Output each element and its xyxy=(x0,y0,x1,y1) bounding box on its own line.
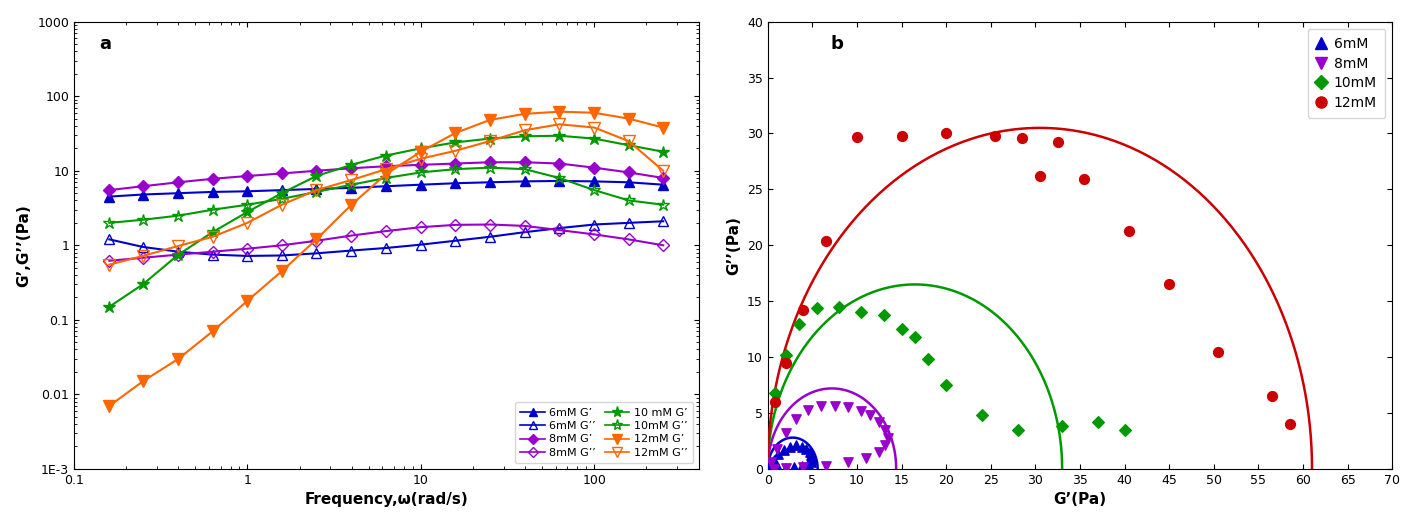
Point xyxy=(1046,138,1068,147)
Point xyxy=(836,458,859,466)
Legend: 6mM G’, 6mM G’’, 8mM G’, 8mM G’’, 10 mM G’, 10mM G’’, 12mM G’, 12mM G’’: 6mM G’, 6mM G’’, 8mM G’, 8mM G’’, 10 mM … xyxy=(514,402,693,463)
Point xyxy=(767,464,789,472)
Point xyxy=(774,463,796,472)
Point xyxy=(874,441,897,450)
Point xyxy=(983,132,1006,140)
Y-axis label: G’,G’’(Pa): G’,G’’(Pa) xyxy=(17,204,31,287)
Legend: 6mM, 8mM, 10mM, 12mM: 6mM, 8mM, 10mM, 12mM xyxy=(1308,29,1386,118)
Point xyxy=(854,454,877,462)
Point xyxy=(760,460,782,468)
X-axis label: Frequency,ω(rad/s): Frequency,ω(rad/s) xyxy=(305,493,468,507)
Point xyxy=(1051,422,1074,431)
X-axis label: G’(Pa): G’(Pa) xyxy=(1053,493,1107,507)
Point xyxy=(877,433,900,442)
Point xyxy=(765,444,788,453)
Point xyxy=(760,458,782,466)
Point xyxy=(811,402,833,410)
Point xyxy=(762,464,785,473)
Point xyxy=(788,319,811,328)
Point xyxy=(801,455,823,463)
Point xyxy=(971,411,993,419)
Point xyxy=(791,442,813,451)
Point xyxy=(815,461,837,470)
Point xyxy=(836,403,859,412)
Point xyxy=(846,133,869,141)
Point xyxy=(784,463,806,471)
Point xyxy=(917,355,939,364)
Point xyxy=(828,302,850,311)
Point xyxy=(850,407,873,415)
Point xyxy=(890,132,913,140)
Point xyxy=(767,450,789,458)
Point xyxy=(801,458,823,466)
Point xyxy=(792,463,815,472)
Point xyxy=(791,461,813,470)
Point xyxy=(764,398,786,406)
Point xyxy=(1261,392,1284,400)
Point xyxy=(874,425,897,434)
Point xyxy=(796,406,819,414)
Point xyxy=(935,381,958,389)
Point xyxy=(904,333,927,341)
Point xyxy=(774,464,796,472)
Point xyxy=(795,444,818,453)
Point xyxy=(774,358,796,367)
Point xyxy=(798,448,820,456)
Point xyxy=(779,442,802,451)
Point xyxy=(1010,134,1033,142)
Point xyxy=(796,460,819,468)
Text: b: b xyxy=(830,35,843,53)
Point xyxy=(1278,420,1301,429)
Point xyxy=(890,325,913,333)
Point xyxy=(1207,347,1230,356)
Point xyxy=(823,402,846,410)
Point xyxy=(1114,425,1136,434)
Point xyxy=(815,237,837,245)
Point xyxy=(774,429,796,438)
Point xyxy=(764,389,786,397)
Point xyxy=(867,418,890,426)
Point xyxy=(859,411,881,419)
Point xyxy=(1118,226,1141,235)
Point xyxy=(792,306,815,314)
Point xyxy=(1087,418,1110,426)
Y-axis label: G’’(Pa): G’’(Pa) xyxy=(727,216,741,275)
Point xyxy=(867,448,890,456)
Point xyxy=(850,308,873,316)
Point xyxy=(873,310,896,319)
Point xyxy=(1029,172,1051,180)
Point xyxy=(774,351,796,359)
Point xyxy=(935,129,958,138)
Text: a: a xyxy=(99,35,111,53)
Point xyxy=(785,414,808,423)
Point xyxy=(761,464,784,473)
Point xyxy=(772,446,795,454)
Point xyxy=(762,456,785,464)
Point xyxy=(1006,425,1029,434)
Point xyxy=(805,304,828,312)
Point xyxy=(785,441,808,450)
Point xyxy=(1073,175,1095,183)
Point xyxy=(801,451,823,460)
Point xyxy=(1158,280,1180,289)
